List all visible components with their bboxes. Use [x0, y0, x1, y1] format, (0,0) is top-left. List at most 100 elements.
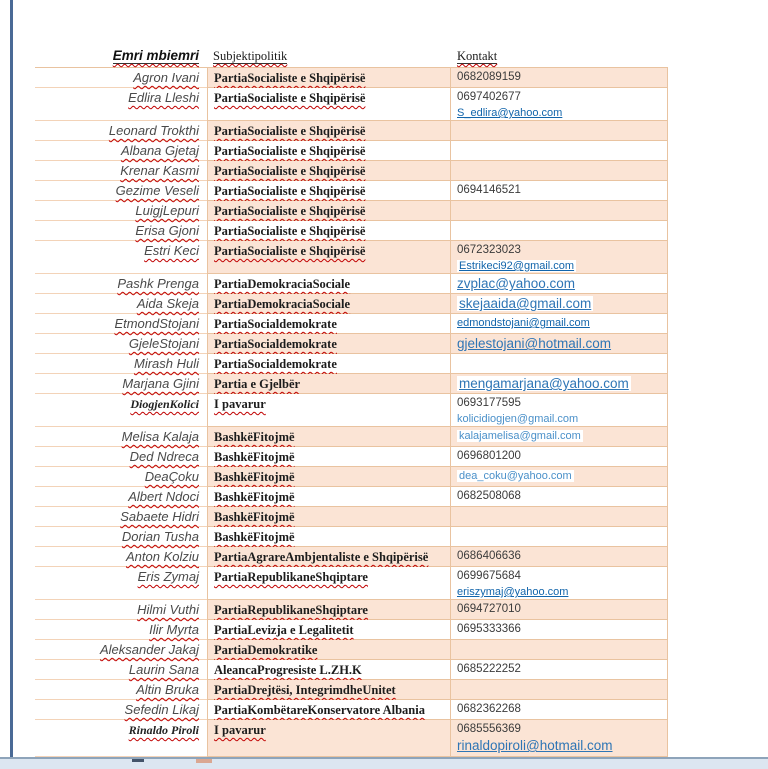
contact-cell[interactable]: 0697402677 S_edlira@yahoo.com — [451, 88, 668, 121]
email-link[interactable]: dea_coku@yahoo.com — [457, 470, 574, 482]
contact-cell[interactable] — [451, 527, 668, 547]
contact-cell[interactable]: 0699675684 eriszymaj@yahoo.com — [451, 567, 668, 600]
name-cell[interactable]: Aida Skeja — [35, 294, 207, 314]
contact-cell[interactable]: 0695333366 — [451, 620, 668, 640]
name-cell[interactable]: Eris Zymaj — [35, 567, 207, 600]
contact-cell[interactable]: 0682508068 — [451, 487, 668, 507]
party-cell[interactable]: PartiaAgrareAmbjentaliste e Shqipërisë — [207, 547, 451, 567]
contact-cell[interactable] — [451, 680, 668, 700]
party-cell[interactable]: BashkëFitojmë — [207, 427, 451, 447]
party-cell[interactable]: PartiaSocialiste e Shqipërisë — [207, 68, 451, 88]
party-cell[interactable]: PartiaSocialiste e Shqipërisë — [207, 181, 451, 201]
name-cell[interactable]: GjeleStojani — [35, 334, 207, 354]
party-cell[interactable]: BashkëFitojmë — [207, 447, 451, 467]
contact-cell[interactable] — [451, 640, 668, 660]
name-cell[interactable]: Sefedin Likaj — [35, 700, 207, 720]
email-link[interactable]: kalajamelisa@gmail.com — [457, 430, 583, 442]
name-cell[interactable]: Gezime Veseli — [35, 181, 207, 201]
name-cell[interactable]: Laurin Sana — [35, 660, 207, 680]
contact-cell[interactable] — [451, 221, 668, 241]
name-cell[interactable]: Agron Ivani — [35, 68, 207, 88]
name-cell[interactable]: DeaÇoku — [35, 467, 207, 487]
contact-cell[interactable]: edmondstojani@gmail.com — [451, 314, 668, 334]
contact-cell[interactable] — [451, 141, 668, 161]
party-cell[interactable]: PartiaSocialiste e Shqipërisë — [207, 221, 451, 241]
name-cell[interactable]: Ded Ndreca — [35, 447, 207, 467]
party-cell[interactable]: PartiaSocialiste e Shqipërisë — [207, 141, 451, 161]
name-cell[interactable]: Ilir Myrta — [35, 620, 207, 640]
party-cell[interactable]: PartiaRepublikaneShqiptare — [207, 567, 451, 600]
name-cell[interactable]: Melisa Kalaja — [35, 427, 207, 447]
name-cell[interactable]: Leonard Trokthi — [35, 121, 207, 141]
contact-cell[interactable]: 0685556369 rinaldopiroli@hotmail.com — [451, 720, 668, 757]
party-cell[interactable]: I pavarur — [207, 720, 451, 757]
party-cell[interactable]: PartiaRepublikaneShqiptare — [207, 600, 451, 620]
contact-cell[interactable] — [451, 121, 668, 141]
name-cell[interactable]: Pashk Prenga — [35, 274, 207, 294]
name-cell[interactable]: Anton Kolziu — [35, 547, 207, 567]
party-cell[interactable]: PartiaSocialiste e Shqipërisë — [207, 88, 451, 121]
email-link[interactable]: skejaaida@gmail.com — [457, 296, 594, 311]
contact-cell[interactable]: 0694146521 — [451, 181, 668, 201]
party-cell[interactable]: AleancaProgresiste L.ZH.K — [207, 660, 451, 680]
party-cell[interactable]: PartiaSocialiste e Shqipërisë — [207, 241, 451, 274]
name-cell[interactable]: DiogjenKolici — [35, 394, 207, 427]
email-link[interactable]: Estrikeci92@gmail.com — [457, 260, 577, 272]
name-cell[interactable]: Marjana Gjini — [35, 374, 207, 394]
party-cell[interactable]: PartiaKombëtareKonservatore Albania — [207, 700, 451, 720]
contact-cell[interactable] — [451, 354, 668, 374]
contact-cell[interactable] — [451, 161, 668, 181]
party-cell[interactable]: BashkëFitojmë — [207, 487, 451, 507]
name-cell[interactable]: EtmondStojani — [35, 314, 207, 334]
name-cell[interactable]: Albana Gjetaj — [35, 141, 207, 161]
party-cell[interactable]: PartiaSocialdemokrate — [207, 314, 451, 334]
email-link[interactable]: eriszymaj@yahoo.com — [457, 586, 569, 598]
name-cell[interactable]: Mirash Huli — [35, 354, 207, 374]
contact-cell[interactable] — [451, 201, 668, 221]
party-cell[interactable]: PartiaSocialdemokrate — [207, 354, 451, 374]
email-link[interactable]: gjelestojani@hotmail.com — [457, 336, 612, 351]
party-cell[interactable]: PartiaDemokratike — [207, 640, 451, 660]
contact-cell[interactable]: kalajamelisa@gmail.com — [451, 427, 668, 447]
name-cell[interactable]: Edlira Lleshi — [35, 88, 207, 121]
party-cell[interactable]: PartiaDemokraciaSociale — [207, 274, 451, 294]
name-cell[interactable]: Altin Bruka — [35, 680, 207, 700]
party-cell[interactable]: PartiaLevizja e Legalitetit — [207, 620, 451, 640]
email-link[interactable]: S_edlira@yahoo.com — [457, 107, 563, 119]
party-cell[interactable]: PartiaSocialdemokrate — [207, 334, 451, 354]
party-cell[interactable]: I pavarur — [207, 394, 451, 427]
contact-cell[interactable]: skejaaida@gmail.com — [451, 294, 668, 314]
contact-cell[interactable]: mengamarjana@yahoo.com — [451, 374, 668, 394]
name-cell[interactable]: Albert Ndoci — [35, 487, 207, 507]
party-cell[interactable]: BashkëFitojmë — [207, 527, 451, 547]
contact-cell[interactable]: 0693177595 kolicidiogjen@gmail.com — [451, 394, 668, 427]
contact-cell[interactable]: gjelestojani@hotmail.com — [451, 334, 668, 354]
header-cell-name[interactable]: Emri mbiemri — [35, 46, 207, 68]
party-cell[interactable]: PartiaSocialiste e Shqipërisë — [207, 161, 451, 181]
contact-cell[interactable]: 0682089159 — [451, 68, 668, 88]
name-cell[interactable]: Aleksander Jakaj — [35, 640, 207, 660]
party-cell[interactable]: PartiaSocialiste e Shqipërisë — [207, 121, 451, 141]
party-cell[interactable]: PartiaDemokraciaSociale — [207, 294, 451, 314]
email-link[interactable]: rinaldopiroli@hotmail.com — [457, 738, 613, 753]
contact-cell[interactable]: zvplac@yahoo.com — [451, 274, 668, 294]
name-cell[interactable]: Rinaldo Piroli — [35, 720, 207, 757]
contact-cell[interactable]: 0682362268 — [451, 700, 668, 720]
contact-cell[interactable]: 0694727010 — [451, 600, 668, 620]
party-cell[interactable]: PartiaSocialiste e Shqipërisë — [207, 201, 451, 221]
name-cell[interactable]: Krenar Kasmi — [35, 161, 207, 181]
contact-cell[interactable]: 0685222252 — [451, 660, 668, 680]
name-cell[interactable]: Estri Keci — [35, 241, 207, 274]
party-cell[interactable]: BashkëFitojmë — [207, 467, 451, 487]
name-cell[interactable]: Dorian Tusha — [35, 527, 207, 547]
party-cell[interactable]: Partia e Gjelbër — [207, 374, 451, 394]
contact-cell[interactable] — [451, 507, 668, 527]
name-cell[interactable]: LuigjLepuri — [35, 201, 207, 221]
party-cell[interactable]: PartiaDrejtësi, IntegrimdheUnitet — [207, 680, 451, 700]
contact-cell[interactable]: 0672323023 Estrikeci92@gmail.com — [451, 241, 668, 274]
party-cell[interactable]: BashkëFitojmë — [207, 507, 451, 527]
header-cell-contact[interactable]: Kontakt — [451, 46, 668, 68]
contact-cell[interactable]: 0686406636 — [451, 547, 668, 567]
name-cell[interactable]: Hilmi Vuthi — [35, 600, 207, 620]
email-link[interactable]: edmondstojani@gmail.com — [457, 317, 590, 329]
